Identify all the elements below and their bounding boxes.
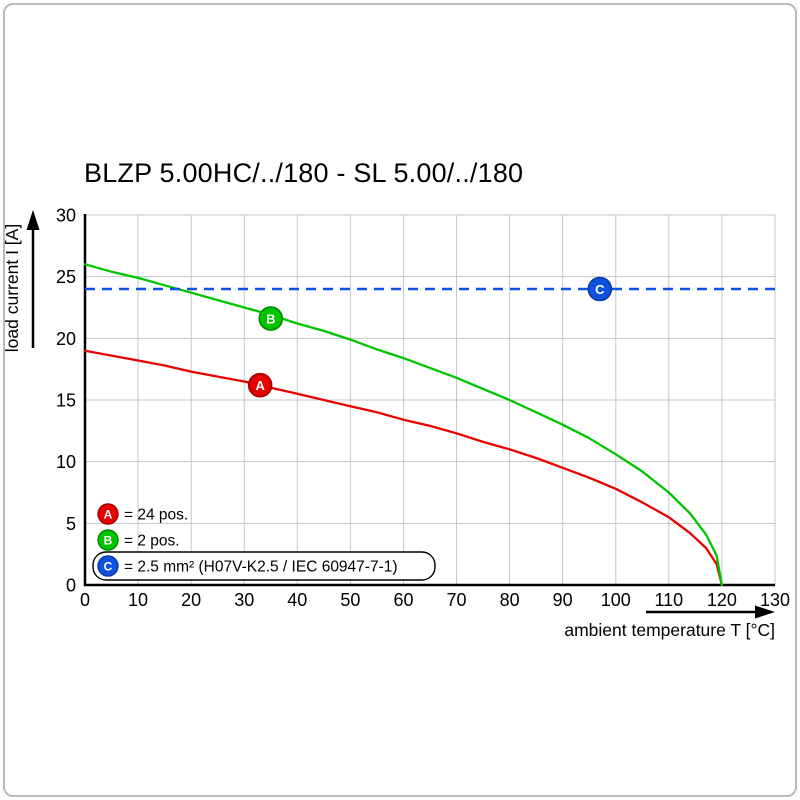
y-tick-label: 25 bbox=[56, 267, 76, 287]
x-tick-label: 120 bbox=[707, 590, 737, 610]
legend-letter: C bbox=[104, 559, 113, 573]
x-axis-arrowhead bbox=[755, 605, 775, 619]
x-tick-label: 10 bbox=[128, 590, 148, 610]
marker-letter: B bbox=[266, 311, 275, 326]
curve-b bbox=[83, 263, 724, 587]
y-axis-label: load current I [A] bbox=[2, 223, 22, 353]
x-tick-label: 70 bbox=[447, 590, 467, 610]
marker-letter: A bbox=[255, 378, 265, 393]
chart-title: BLZP 5.00HC/../180 - SL 5.00/../180 bbox=[84, 158, 524, 188]
x-tick-label: 20 bbox=[181, 590, 201, 610]
marker-c bbox=[587, 276, 613, 302]
legend-swatch-c bbox=[97, 555, 119, 577]
y-tick-label: 5 bbox=[66, 514, 76, 534]
marker-letter: C bbox=[595, 282, 605, 297]
x-tick-label: 30 bbox=[234, 590, 254, 610]
x-tick-label: 90 bbox=[553, 590, 573, 610]
y-tick-label: 15 bbox=[56, 391, 76, 411]
legend-letter: B bbox=[104, 533, 113, 547]
marker-a bbox=[247, 372, 273, 398]
y-tick-label: 20 bbox=[56, 329, 76, 349]
x-tick-label: 40 bbox=[287, 590, 307, 610]
x-tick-label: 110 bbox=[654, 590, 683, 610]
y-tick-label: 30 bbox=[56, 206, 76, 226]
x-tick-label: 130 bbox=[760, 590, 790, 610]
legend-swatch-a bbox=[97, 503, 119, 525]
legend-label: = 24 pos. bbox=[124, 507, 188, 524]
y-tick-label: 0 bbox=[66, 576, 76, 596]
x-tick-label: 50 bbox=[340, 590, 360, 610]
legend-letter: A bbox=[104, 507, 113, 521]
legend-swatch-b bbox=[97, 529, 119, 551]
legend-label: = 2.5 mm² (H07V-K2.5 / IEC 60947-7-1) bbox=[124, 559, 398, 576]
y-tick-label: 10 bbox=[56, 452, 76, 472]
legend-box bbox=[92, 551, 436, 581]
x-tick-label: 100 bbox=[601, 590, 631, 610]
y-axis-arrowhead bbox=[26, 210, 40, 230]
marker-b bbox=[258, 306, 284, 331]
x-tick-label: 80 bbox=[500, 590, 520, 610]
x-tick-label: 60 bbox=[393, 590, 413, 610]
curve-a bbox=[83, 349, 724, 587]
x-tick-label: 0 bbox=[80, 590, 90, 610]
x-axis-label: ambient temperature T [°C] bbox=[564, 620, 775, 640]
legend-label: = 2 pos. bbox=[124, 533, 180, 550]
